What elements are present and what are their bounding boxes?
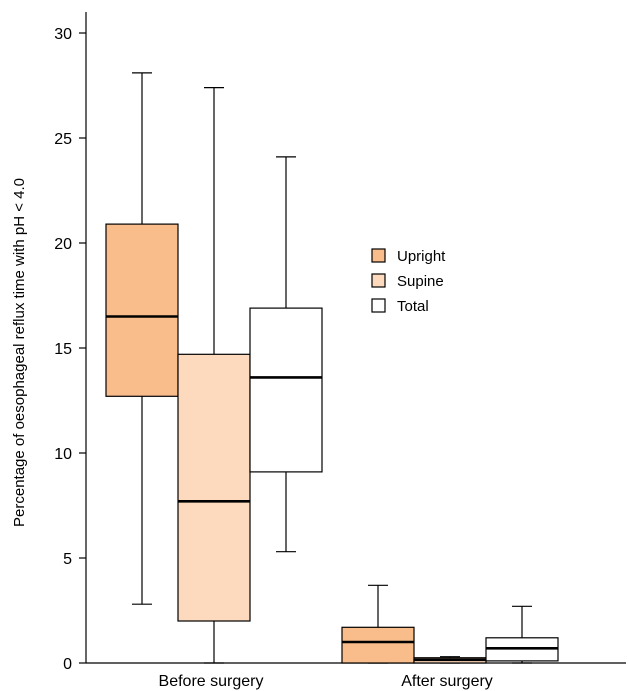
box-supine-0 (177, 86, 251, 664)
box-iqr (341, 626, 415, 664)
y-tick-label: 25 (54, 131, 72, 148)
legend-label: Supine (397, 273, 444, 290)
box-iqr (105, 223, 179, 397)
box-iqr (249, 307, 323, 473)
y-tick-label: 15 (54, 341, 72, 358)
x-tick-label: Before surgery (159, 673, 264, 690)
legend-label: Upright (397, 248, 446, 265)
legend-item-upright: Upright (371, 248, 446, 265)
y-tick-label: 30 (54, 26, 72, 43)
y-tick-label: 20 (54, 236, 72, 253)
box-upright-1 (341, 584, 415, 664)
box-upright-0 (105, 72, 179, 605)
box-iqr (177, 353, 251, 622)
box-total-0 (249, 156, 323, 553)
x-axis: Before surgery After surgery (86, 662, 626, 690)
box-supine-1 (413, 656, 487, 664)
y-axis: 0 5 10 15 20 25 30 (54, 12, 87, 673)
y-tick-label: 10 (54, 446, 72, 463)
legend-swatch (371, 298, 386, 313)
legend-swatch (371, 248, 386, 263)
legend-item-supine: Supine (371, 273, 444, 290)
x-tick-label: After surgery (401, 673, 493, 690)
legend-item-total: Total (371, 298, 429, 315)
legend-label: Total (397, 298, 429, 315)
box-total-1 (485, 605, 559, 664)
y-axis-title: Percentage of oesophageal reflux time wi… (11, 178, 28, 527)
boxes (105, 72, 559, 664)
legend: Upright Supine Total (371, 248, 446, 315)
y-tick-label: 5 (63, 551, 72, 568)
y-tick-label: 0 (63, 656, 72, 673)
legend-swatch (371, 273, 386, 288)
